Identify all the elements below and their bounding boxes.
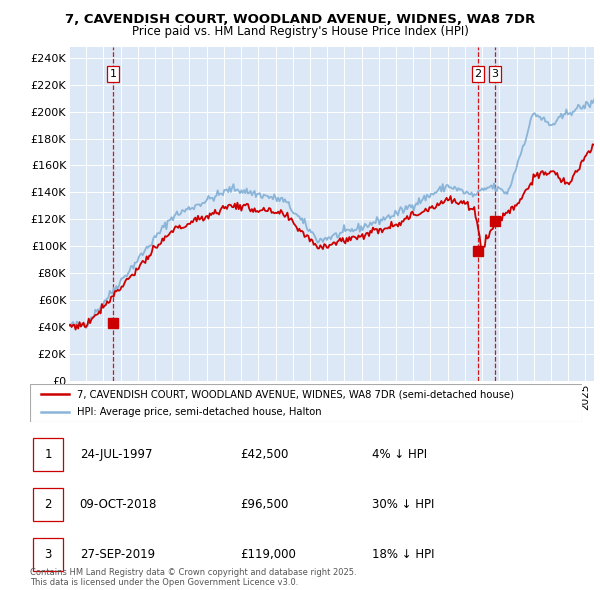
Text: 27-SEP-2019: 27-SEP-2019 [80,548,155,561]
Bar [33,538,63,571]
Text: 3: 3 [491,69,499,79]
Text: 7, CAVENDISH COURT, WOODLAND AVENUE, WIDNES, WA8 7DR (semi-detached house): 7, CAVENDISH COURT, WOODLAND AVENUE, WID… [77,389,514,399]
Bar [33,438,63,471]
Text: 24-JUL-1997: 24-JUL-1997 [80,448,152,461]
Text: 09-OCT-2018: 09-OCT-2018 [80,498,157,511]
Text: HPI: Average price, semi-detached house, Halton: HPI: Average price, semi-detached house,… [77,407,322,417]
Text: 1: 1 [44,448,52,461]
Text: 30% ↓ HPI: 30% ↓ HPI [372,498,434,511]
Text: £42,500: £42,500 [240,448,288,461]
Bar [33,488,63,521]
Text: £96,500: £96,500 [240,498,288,511]
Text: 2: 2 [44,498,52,511]
Text: 4% ↓ HPI: 4% ↓ HPI [372,448,427,461]
Text: £119,000: £119,000 [240,548,296,561]
Text: 18% ↓ HPI: 18% ↓ HPI [372,548,435,561]
Text: 3: 3 [44,548,52,561]
Text: Price paid vs. HM Land Registry's House Price Index (HPI): Price paid vs. HM Land Registry's House … [131,25,469,38]
Text: 1: 1 [110,69,116,79]
Text: Contains HM Land Registry data © Crown copyright and database right 2025.
This d: Contains HM Land Registry data © Crown c… [30,568,356,587]
Text: 2: 2 [475,69,482,79]
Text: 7, CAVENDISH COURT, WOODLAND AVENUE, WIDNES, WA8 7DR: 7, CAVENDISH COURT, WOODLAND AVENUE, WID… [65,13,535,26]
